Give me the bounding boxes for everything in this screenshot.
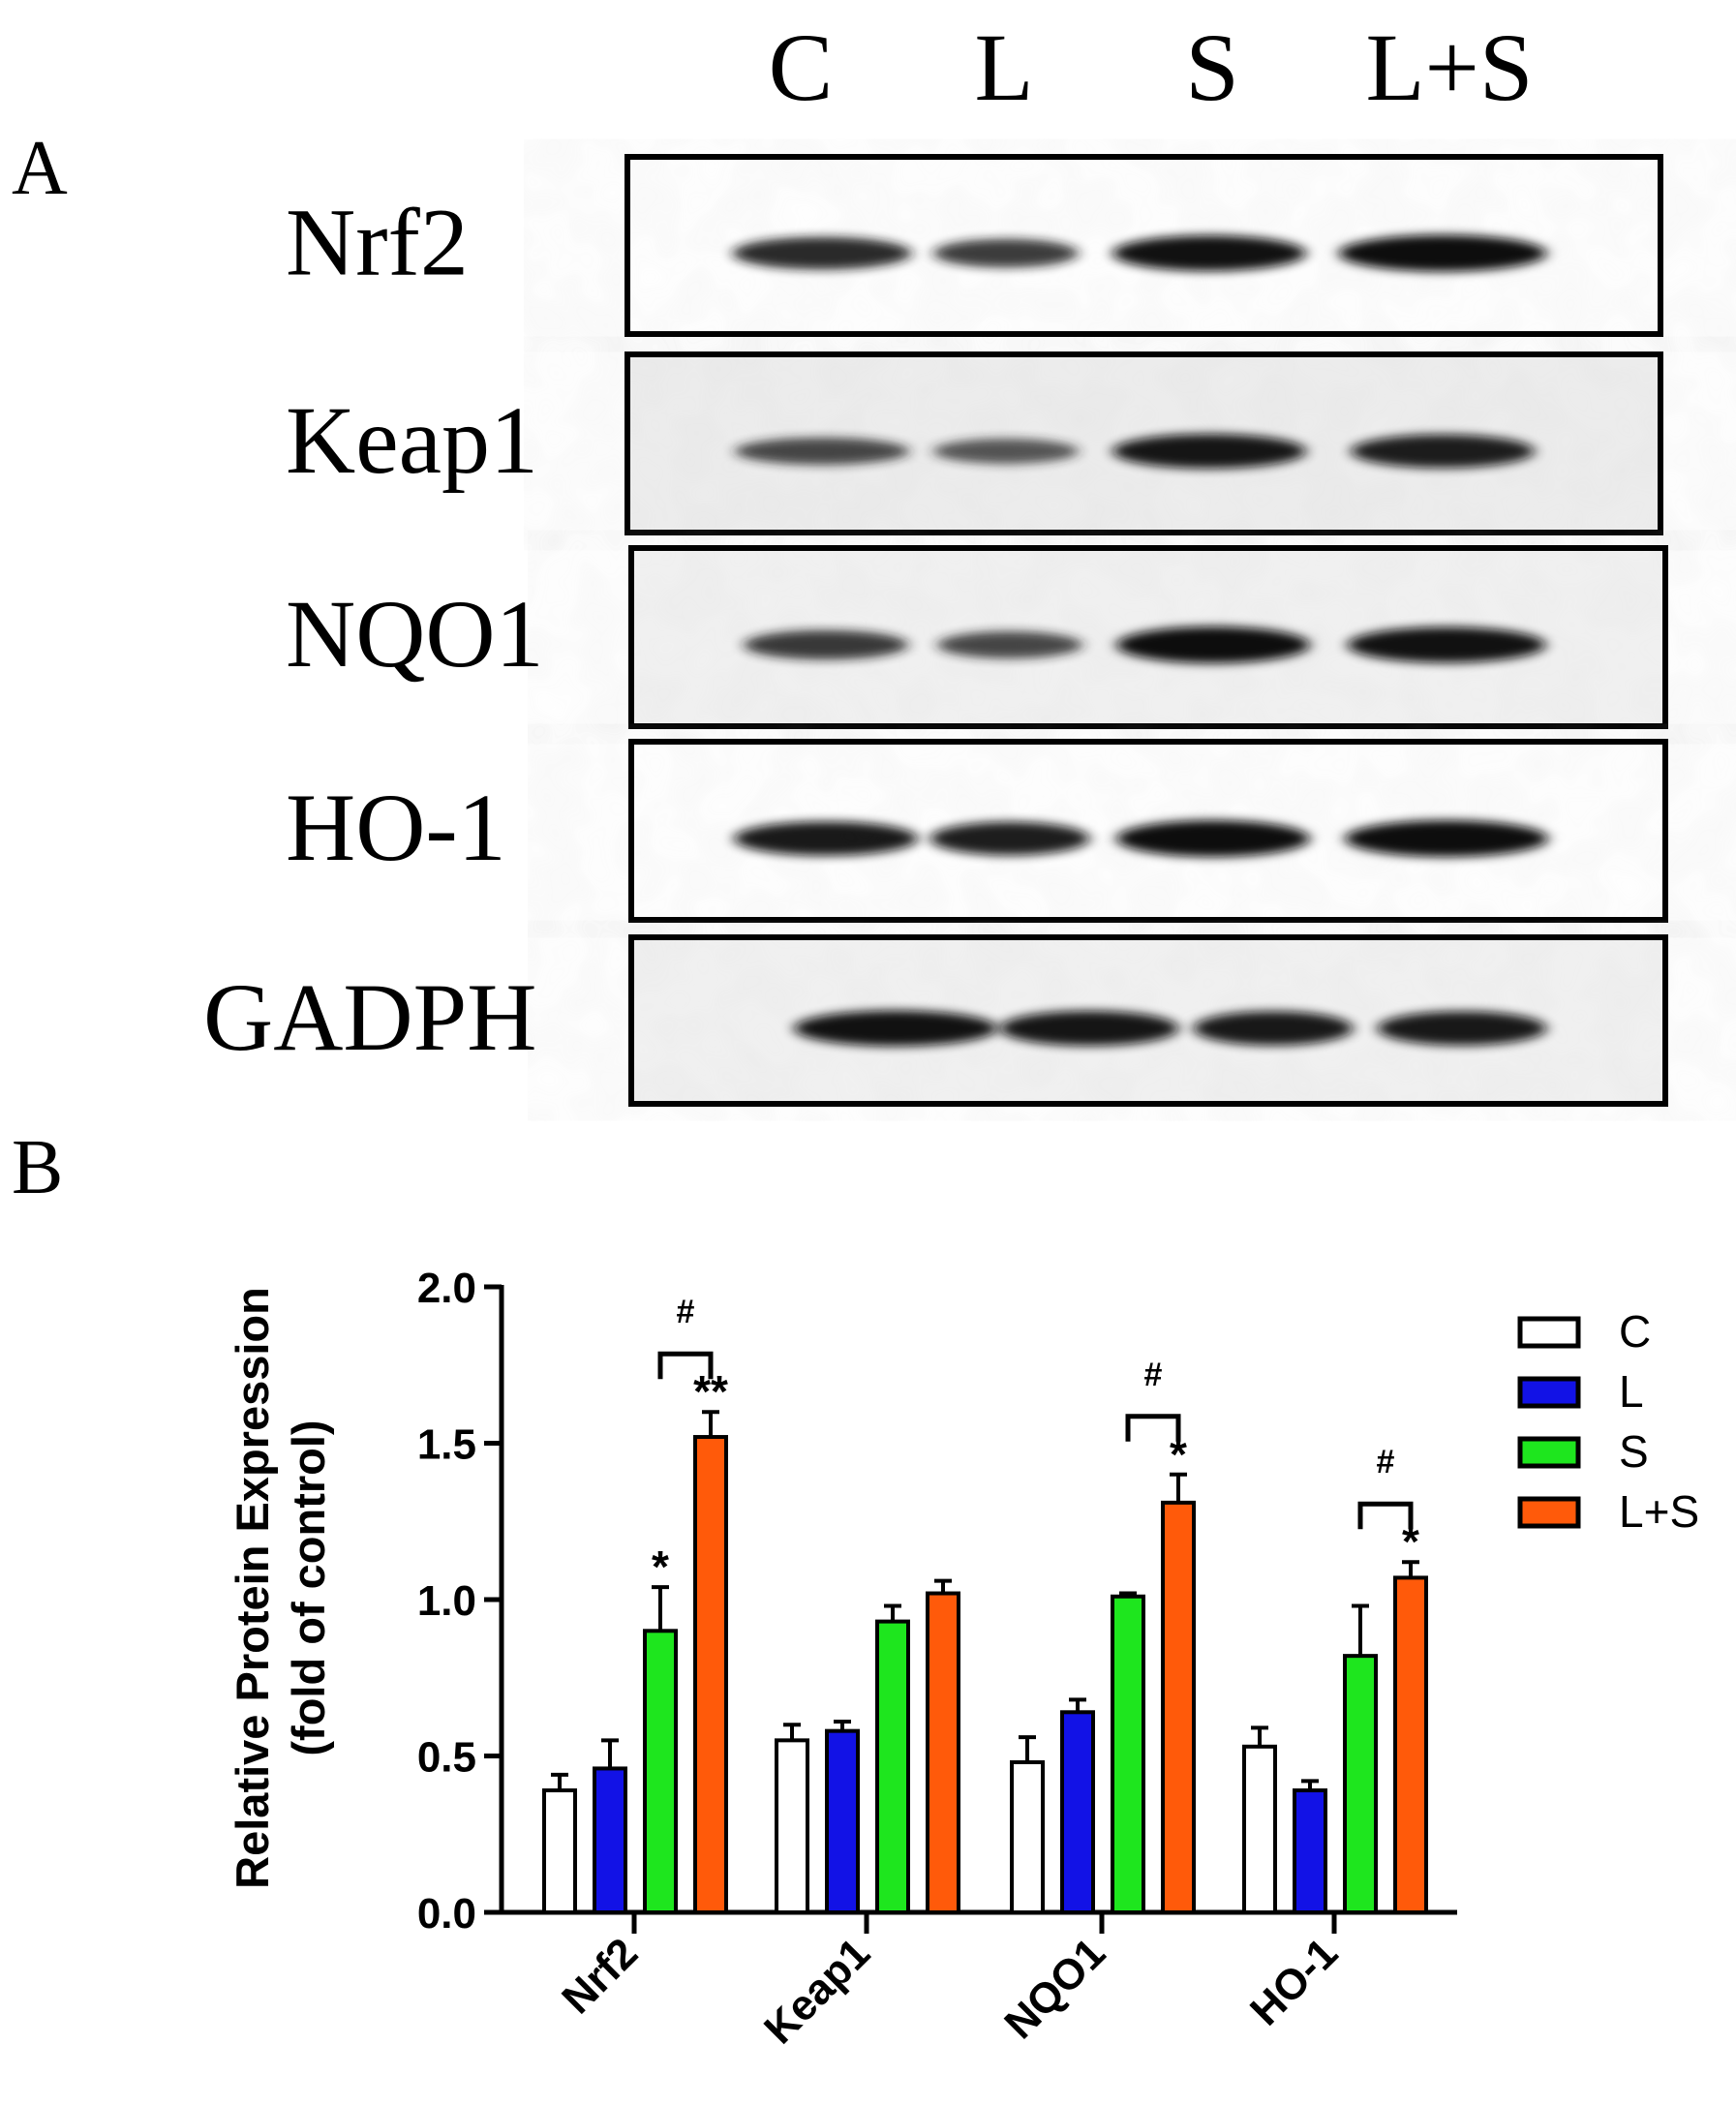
bar [1343, 1654, 1378, 1914]
blot-band [1345, 820, 1548, 857]
legend-swatch [1517, 1316, 1581, 1349]
significance-hash: # [677, 1294, 695, 1330]
blot-protein-label: Nrf2 [286, 189, 469, 296]
bar [593, 1766, 627, 1915]
blot-band [734, 821, 918, 856]
significance-bracket [657, 1351, 714, 1380]
legend-swatch [1517, 1376, 1581, 1409]
significance-hash: # [1144, 1357, 1163, 1393]
blot-protein-label: NQO1 [286, 580, 544, 687]
blot-band [732, 236, 912, 270]
blot-band [744, 629, 908, 660]
blot-band [1112, 434, 1306, 469]
blot-band [1193, 1011, 1354, 1046]
y-axis-title-line-2: (fold of control) [283, 1419, 334, 1755]
blot-frame [624, 154, 1663, 337]
lane-label: C [769, 14, 834, 121]
significance-bracket [1125, 1414, 1181, 1442]
bar [1161, 1500, 1196, 1914]
legend-label: C [1619, 1306, 1651, 1357]
y-tick-label: 1.0 [417, 1577, 476, 1625]
blot-protein-label: Keap1 [286, 386, 538, 494]
blot-band [999, 1010, 1179, 1047]
panel-a-label: A [12, 126, 68, 211]
blot-band [1112, 235, 1306, 271]
lane-labels: C L S L+S [769, 14, 1534, 121]
blot-frame [628, 934, 1668, 1107]
bar [693, 1435, 728, 1915]
significance-star: * [1402, 1516, 1419, 1567]
bars [542, 1410, 1428, 1915]
y-tick-label: 2.0 [417, 1265, 476, 1312]
x-tick-label: Nrf2 [553, 1929, 647, 2023]
blot-band [933, 238, 1079, 268]
blot-band [1347, 626, 1546, 663]
blot-protein-label: GADPH [203, 963, 536, 1071]
y-tick-label: 1.5 [417, 1421, 476, 1469]
blot-band [937, 630, 1082, 659]
blot-band [1116, 820, 1310, 857]
bar [1060, 1710, 1095, 1915]
blot-band [735, 437, 909, 466]
significance-marks: *****### [652, 1294, 1419, 1592]
blot-band [1338, 234, 1547, 272]
significance-star: * [1170, 1429, 1187, 1480]
legend-label: L+S [1619, 1486, 1699, 1537]
significance-hash: # [1377, 1444, 1395, 1480]
legend-swatch [1517, 1496, 1581, 1529]
blot-band [794, 1010, 997, 1047]
bar [926, 1591, 960, 1915]
bar [542, 1788, 577, 1915]
bar [775, 1738, 809, 1914]
blot-band [1351, 434, 1535, 469]
bar [1293, 1788, 1327, 1915]
y-tick-label: 0.0 [417, 1890, 476, 1938]
significance-bracket [1357, 1501, 1414, 1530]
significance-star: * [652, 1541, 669, 1592]
legend-label: S [1619, 1426, 1649, 1477]
panel-b-label: B [12, 1125, 63, 1210]
legend-swatch [1517, 1436, 1581, 1469]
x-tick-label: NQO1 [995, 1929, 1114, 2048]
blot-frame [624, 351, 1663, 535]
x-tick-label: Keap1 [755, 1929, 879, 2053]
lane-label: S [1185, 14, 1239, 121]
blot-frame [628, 739, 1668, 923]
bar [825, 1728, 860, 1915]
bar-chart: Relative Protein Expression (fold of con… [227, 1265, 1699, 2053]
legend: CLS L+S [1517, 1306, 1699, 1537]
blot-band [929, 821, 1090, 856]
western-blots: Nrf2 Keap1 NQO1 HO-1 GADPH [203, 154, 1668, 1107]
bar [875, 1619, 910, 1914]
legend-label: L [1619, 1366, 1644, 1417]
blot-band [1116, 626, 1310, 663]
y-tick-label: 0.5 [417, 1734, 476, 1782]
bar [643, 1629, 678, 1915]
bar [1111, 1594, 1145, 1915]
blot-band [1377, 1011, 1547, 1046]
bar [1010, 1759, 1045, 1914]
lane-label: L+S [1365, 14, 1533, 121]
y-axis-title: Relative Protein Expression (fold of con… [227, 1287, 334, 1889]
blot-band [933, 439, 1079, 464]
blot-protein-label: HO-1 [286, 774, 506, 881]
bar [1242, 1744, 1277, 1915]
lane-label: L [974, 14, 1033, 121]
blot-frame [628, 545, 1668, 729]
bar [1393, 1575, 1428, 1914]
y-axis-title-line-1: Relative Protein Expression [227, 1287, 278, 1889]
x-tick-label: HO-1 [1241, 1929, 1347, 2034]
